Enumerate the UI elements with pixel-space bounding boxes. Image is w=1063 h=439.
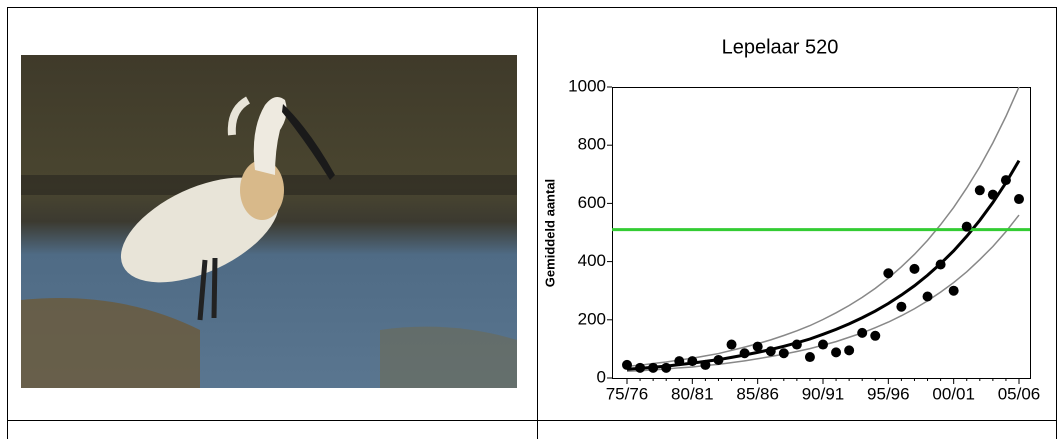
table-frame [7, 7, 1057, 439]
spoonbill-photo [21, 55, 517, 388]
y-tick-label: 0 [597, 367, 606, 386]
data-point [752, 341, 763, 352]
data-point [1000, 175, 1011, 186]
data-point [648, 362, 659, 373]
data-point [1014, 194, 1024, 205]
x-tick-label: 90/91 [802, 384, 845, 403]
data-point [961, 221, 972, 232]
x-tick-label: 85/86 [736, 384, 779, 403]
data-point [726, 339, 737, 350]
data-point [818, 339, 828, 350]
data-point [831, 347, 842, 358]
data-point [765, 346, 776, 357]
x-tick-label: 95/96 [867, 384, 910, 403]
chart-title: Lepelaar 520 [722, 36, 839, 58]
data-point [804, 352, 815, 363]
trend-line [626, 159, 1021, 371]
data-point [909, 263, 920, 274]
data-point [674, 356, 685, 367]
y-tick-label: 400 [578, 251, 606, 270]
plot-frame [612, 87, 1031, 379]
data-point [778, 348, 789, 359]
y-axis-label: Gemiddeld aantal [542, 179, 557, 287]
data-point [987, 189, 998, 200]
data-point [844, 345, 855, 356]
trend-line [626, 86, 1020, 368]
data-point [791, 339, 802, 350]
x-tick-label: 05/06 [998, 384, 1041, 403]
data-point [857, 327, 868, 338]
data-point [713, 354, 724, 365]
x-tick-label: 80/81 [671, 384, 714, 403]
data-point [700, 359, 711, 370]
data-point [896, 301, 907, 312]
data-point [870, 330, 881, 341]
data-point [661, 362, 672, 373]
data-point [948, 285, 959, 296]
data-point [622, 359, 632, 370]
data-point [883, 268, 894, 279]
y-tick-label: 800 [578, 135, 606, 154]
data-point [635, 362, 646, 373]
data-point [922, 291, 933, 302]
x-tick-label: 00/01 [932, 384, 975, 403]
x-tick-label: 75/76 [606, 384, 649, 403]
data-point [935, 259, 946, 270]
data-point [974, 185, 985, 196]
data-point [739, 348, 750, 359]
y-tick-label: 600 [578, 193, 606, 212]
y-tick-label: 200 [578, 309, 606, 328]
y-tick-label: 1000 [568, 76, 606, 95]
data-point [687, 356, 698, 367]
